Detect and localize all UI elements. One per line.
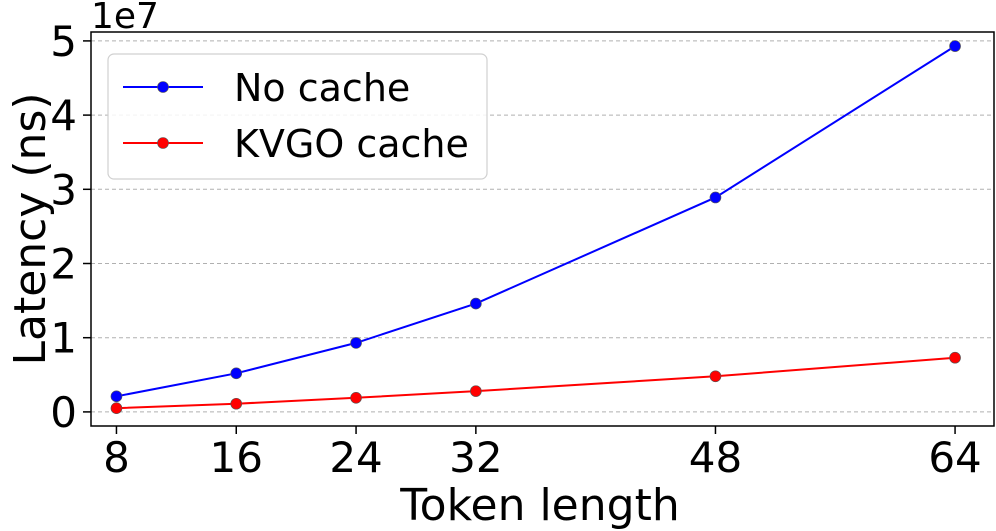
legend-box <box>107 53 488 180</box>
legend-marker <box>157 137 169 149</box>
data-point <box>709 191 722 204</box>
data-point <box>350 337 362 349</box>
data-point <box>230 397 243 410</box>
data-point <box>110 402 123 414</box>
x-tick-label: 24 <box>329 433 382 482</box>
series-1 <box>110 351 961 414</box>
y-tick-label: 1 <box>50 314 77 363</box>
data-point <box>949 40 961 52</box>
series-group <box>110 40 961 414</box>
x-tick-label: 32 <box>449 433 502 482</box>
y-tick-label: 5 <box>50 17 77 66</box>
legend-label: No cache <box>234 66 410 110</box>
x-tick-label: 64 <box>928 433 981 482</box>
legend-label: KVGO cache <box>234 122 469 166</box>
data-point <box>110 390 123 403</box>
x-axis: 8 16 24 32 48 64 <box>103 426 982 482</box>
data-point <box>350 392 362 404</box>
data-point <box>709 370 722 383</box>
data-point <box>470 385 482 397</box>
y-axis-multiplier: 1e7 <box>91 0 159 37</box>
y-tick-label: 4 <box>50 91 77 140</box>
data-point <box>470 297 482 310</box>
x-tick-label: 16 <box>210 433 263 482</box>
plot-frame <box>90 31 995 427</box>
legend-marker <box>157 81 169 93</box>
x-axis-label: Token length <box>399 480 679 531</box>
series-0 <box>110 40 961 403</box>
series-line <box>116 45 956 398</box>
x-tick-label: 8 <box>103 433 130 482</box>
y-axis-label: Latency (ns) <box>5 92 56 365</box>
y-axis: 0 1 2 3 4 5 <box>50 17 91 437</box>
y-tick-label: 3 <box>50 165 77 214</box>
y-tick-label: 2 <box>50 240 77 289</box>
series-line <box>116 356 956 410</box>
data-point <box>949 351 961 364</box>
legend: No cache KVGO cache <box>107 53 488 180</box>
data-point <box>230 367 243 380</box>
x-tick-label: 48 <box>689 433 742 482</box>
y-tick-label: 0 <box>50 388 77 437</box>
